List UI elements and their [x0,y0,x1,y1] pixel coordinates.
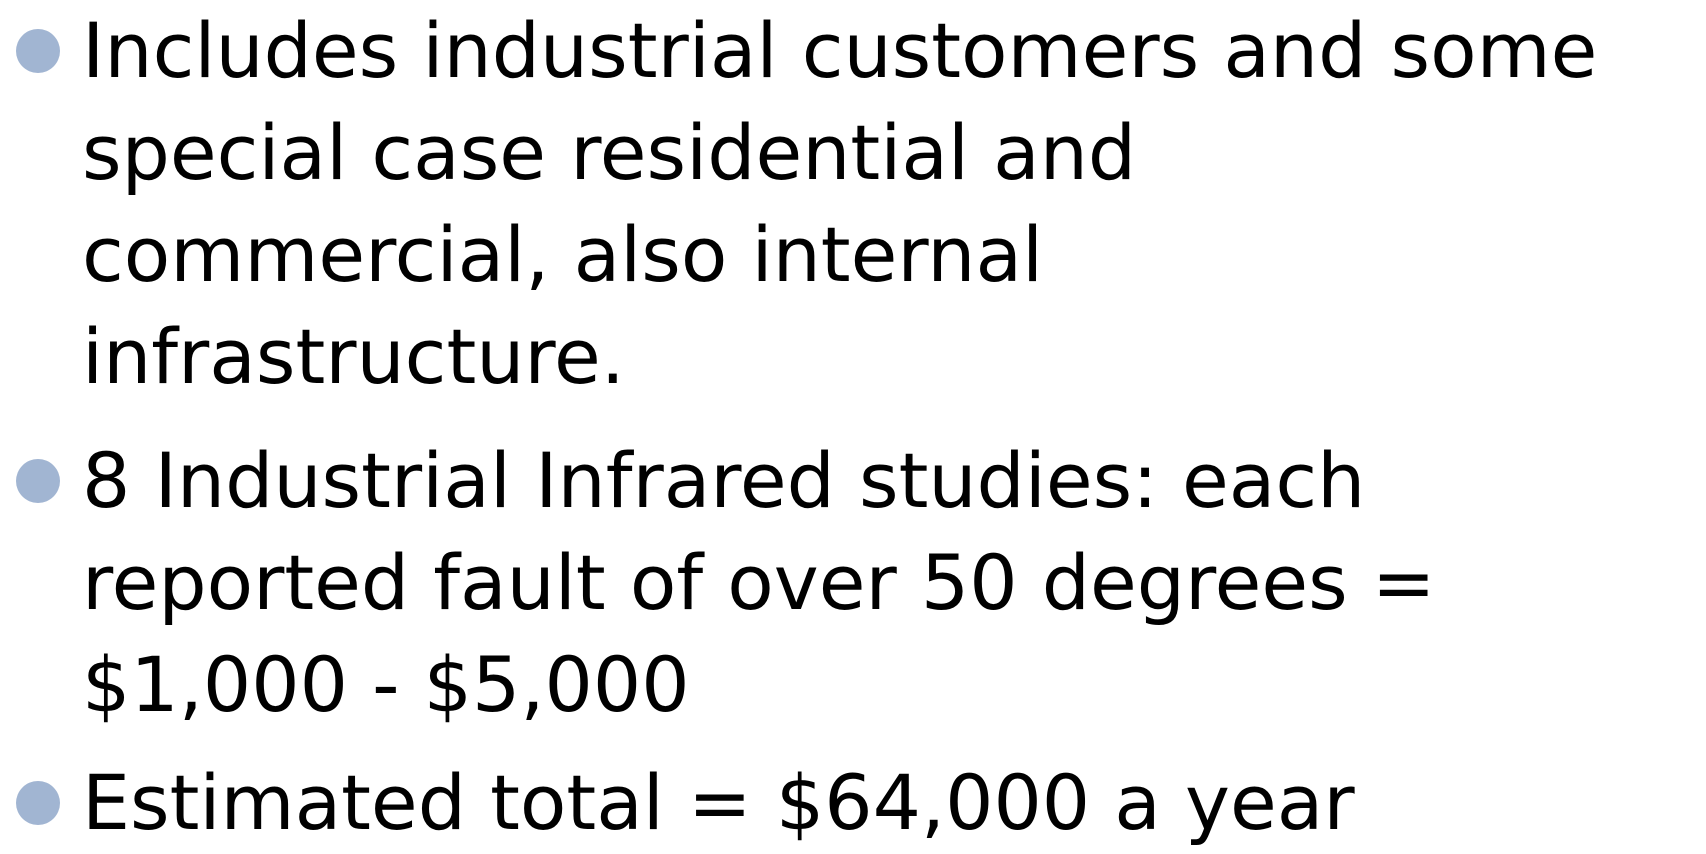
bullet-text: Estimated total = $64,000 a year [82,758,1355,847]
bullet-text: $1,000 - $5,000 [82,640,690,729]
bullet-text: special case residential and [82,108,1137,197]
bullet-dot [16,29,60,73]
bullet-dot [16,459,60,503]
bullet-dot [16,781,60,825]
bullet-text: commercial, also internal [82,210,1044,299]
bullet-text: infrastructure. [82,312,625,401]
bullet-item: Includes industrial customers and some sp… [0,0,1706,408]
bullet-text: Includes industrial customers and some [82,6,1598,95]
bullet-text: 8 Industrial Infrared studies: each [82,436,1366,525]
bullet-item: 8 Industrial Infrared studies: each repor… [0,430,1706,736]
bullet-item: Estimated total = $64,000 a year [0,752,1706,854]
bullet-text: reported fault of over 50 degrees = [82,538,1436,627]
